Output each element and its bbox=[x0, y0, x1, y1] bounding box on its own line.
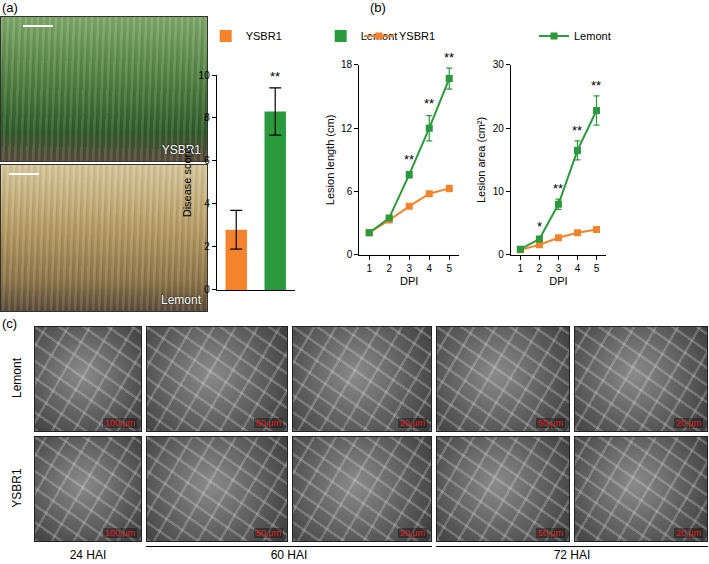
svg-text:**: ** bbox=[270, 69, 280, 84]
svg-text:18: 18 bbox=[341, 59, 353, 70]
html-text:100 μm: 100 μm bbox=[104, 418, 135, 428]
svg-text:Lesion length (cm): Lesion length (cm) bbox=[324, 115, 336, 206]
html-text:YSBR1: YSBR1 bbox=[10, 468, 24, 508]
svg-text:*: * bbox=[537, 219, 542, 234]
html-text:YSBR1: YSBR1 bbox=[161, 143, 201, 157]
svg-text:6: 6 bbox=[347, 186, 353, 197]
svg-text:10: 10 bbox=[493, 186, 505, 197]
svg-text:12: 12 bbox=[341, 123, 353, 134]
svg-text:2: 2 bbox=[386, 263, 392, 274]
svg-text:DPI: DPI bbox=[549, 275, 567, 287]
svg-text:**: ** bbox=[572, 123, 582, 138]
svg-text:**: ** bbox=[444, 50, 454, 65]
svg-text:Lesion area (cm²): Lesion area (cm²) bbox=[475, 117, 487, 203]
svg-text:20: 20 bbox=[493, 123, 505, 134]
svg-text:6: 6 bbox=[204, 155, 210, 166]
svg-text:5: 5 bbox=[594, 263, 600, 274]
svg-text:**: ** bbox=[591, 78, 601, 93]
html-text:100 μm: 100 μm bbox=[104, 528, 135, 538]
svg-text:4: 4 bbox=[426, 263, 432, 274]
html-text:20 μm: 20 μm bbox=[675, 418, 701, 428]
svg-text:Lemont: Lemont bbox=[361, 30, 398, 42]
svg-text:10: 10 bbox=[199, 70, 211, 81]
svg-text:2: 2 bbox=[537, 263, 543, 274]
html-text:50 μm: 50 μm bbox=[537, 528, 563, 538]
html-text:20 μm: 20 μm bbox=[675, 528, 701, 538]
svg-text:**: ** bbox=[553, 181, 563, 196]
svg-text:0: 0 bbox=[498, 249, 504, 260]
html-text:(a): (a) bbox=[2, 0, 18, 15]
svg-text:8: 8 bbox=[204, 112, 210, 123]
svg-text:5: 5 bbox=[446, 263, 452, 274]
svg-text:4: 4 bbox=[575, 263, 581, 274]
html-text:20 μm: 20 μm bbox=[399, 528, 425, 538]
html-text:50 μm: 50 μm bbox=[255, 528, 281, 538]
svg-text:3: 3 bbox=[406, 263, 412, 274]
html-text:72 HAI: 72 HAI bbox=[553, 548, 591, 562]
html-text:60 HAI: 60 HAI bbox=[270, 548, 308, 562]
svg-text:YSBR1: YSBR1 bbox=[399, 30, 435, 42]
svg-text:YSBR1: YSBR1 bbox=[246, 30, 282, 42]
svg-text:**: ** bbox=[424, 96, 434, 111]
svg-text:3: 3 bbox=[556, 263, 562, 274]
html-text:Lemont: Lemont bbox=[10, 358, 24, 398]
svg-text:4: 4 bbox=[204, 198, 210, 209]
html-text:50 μm: 50 μm bbox=[255, 418, 281, 428]
html-text:50 μm: 50 μm bbox=[537, 418, 563, 428]
html-text:(c): (c) bbox=[2, 316, 18, 331]
svg-text:Lemont: Lemont bbox=[574, 30, 611, 42]
svg-text:30: 30 bbox=[493, 59, 505, 70]
svg-text:0: 0 bbox=[347, 249, 353, 260]
svg-text:Disease score: Disease score bbox=[181, 148, 193, 218]
html-text:(b): (b) bbox=[370, 0, 386, 15]
svg-text:1: 1 bbox=[366, 263, 372, 274]
html-text:20 μm: 20 μm bbox=[399, 418, 425, 428]
svg-text:DPI: DPI bbox=[400, 275, 418, 287]
svg-text:**: ** bbox=[404, 152, 414, 167]
svg-text:1: 1 bbox=[518, 263, 524, 274]
svg-text:0: 0 bbox=[204, 284, 210, 295]
html-text:Lemont: Lemont bbox=[161, 293, 201, 307]
svg-text:2: 2 bbox=[204, 241, 210, 252]
html-text:24 HAI: 24 HAI bbox=[69, 548, 107, 562]
